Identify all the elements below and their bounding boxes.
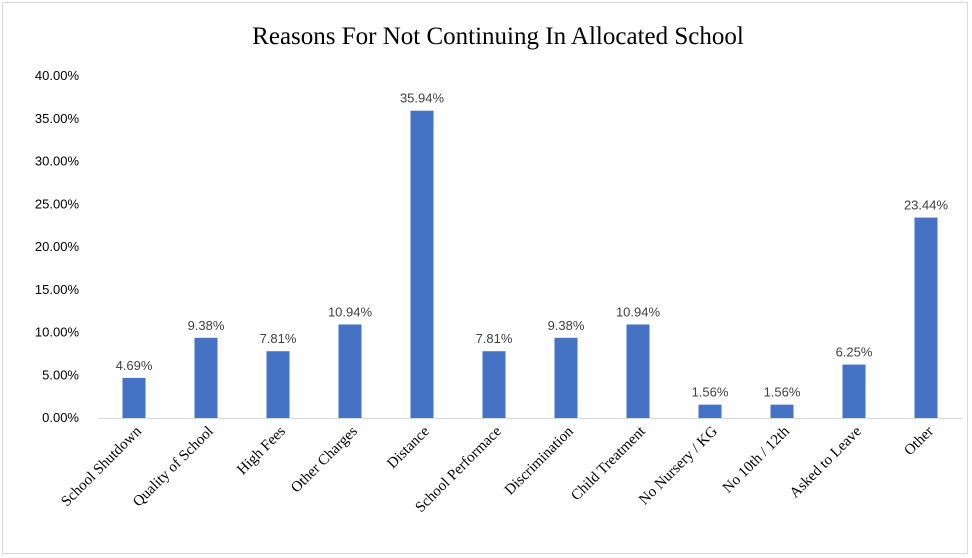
x-tick-label: Other Charges bbox=[288, 423, 361, 496]
data-label: 9.38% bbox=[548, 318, 585, 333]
y-tick-label: 30.00% bbox=[35, 154, 80, 169]
y-tick-label: 20.00% bbox=[35, 239, 80, 254]
data-label: 7.81% bbox=[260, 331, 297, 346]
x-tick-label: Discrimination bbox=[502, 423, 577, 498]
bar bbox=[482, 351, 506, 418]
data-label: 10.94% bbox=[328, 304, 373, 319]
data-label: 7.81% bbox=[476, 331, 513, 346]
y-tick-label: 35.00% bbox=[35, 111, 80, 126]
chart-title: Reasons For Not Continuing In Allocated … bbox=[252, 23, 744, 50]
x-tick-label: No Nursery / KG bbox=[636, 423, 721, 508]
y-tick-label: 0.00% bbox=[42, 410, 79, 425]
x-tick-label: Child Treatment bbox=[568, 423, 649, 504]
y-tick-label: 10.00% bbox=[35, 325, 80, 340]
data-label: 1.56% bbox=[692, 385, 729, 400]
x-tick-label: Other bbox=[901, 424, 936, 459]
bar bbox=[194, 337, 218, 418]
bar bbox=[122, 377, 146, 418]
y-axis: 0.00% 5.00% 10.00% 15.00% 20.00% 25.00% 30.00%… bbox=[35, 68, 962, 425]
bar bbox=[914, 217, 938, 418]
bar bbox=[410, 110, 434, 418]
bar-series: 4.69% 9.38% 7.81% 10.94% 35.94% 7.81% 9.38% 10.… bbox=[116, 91, 949, 418]
data-label: 4.69% bbox=[116, 358, 153, 373]
x-tick-label: High Fees bbox=[234, 423, 289, 478]
bar bbox=[842, 364, 866, 418]
bar bbox=[698, 404, 722, 418]
y-tick-label: 40.00% bbox=[35, 68, 80, 83]
x-tick-label: No 10th / 12th bbox=[720, 423, 793, 496]
data-label: 10.94% bbox=[616, 304, 661, 319]
y-tick-label: 25.00% bbox=[35, 196, 80, 211]
bar bbox=[770, 404, 794, 418]
data-label: 6.25% bbox=[836, 345, 873, 360]
data-label: 35.94% bbox=[400, 91, 445, 106]
data-label: 23.44% bbox=[904, 198, 949, 213]
bar bbox=[338, 324, 362, 418]
bar bbox=[266, 351, 290, 418]
y-tick-label: 15.00% bbox=[35, 282, 80, 297]
y-tick-label: 5.00% bbox=[42, 367, 79, 382]
bar bbox=[626, 324, 650, 418]
x-tick-label: Distance bbox=[384, 423, 433, 472]
x-tick-label: Asked to Leave bbox=[787, 423, 865, 501]
data-label: 1.56% bbox=[764, 385, 801, 400]
data-label: 9.38% bbox=[188, 318, 225, 333]
bar bbox=[554, 337, 578, 418]
